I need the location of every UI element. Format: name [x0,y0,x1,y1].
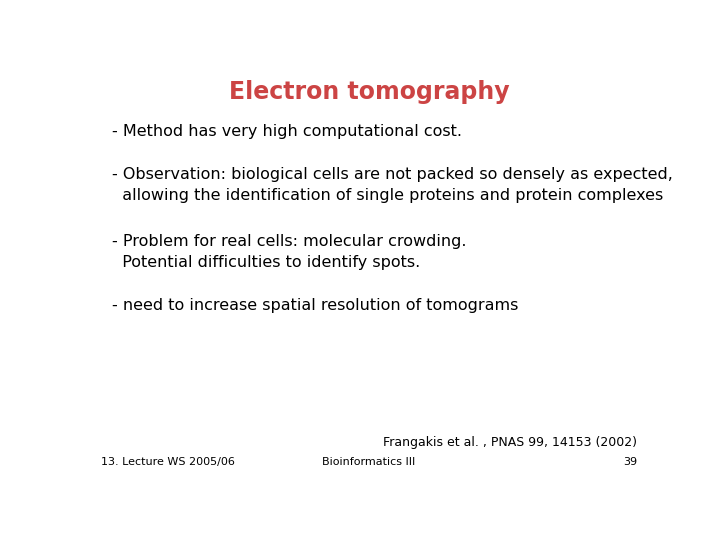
Text: - Method has very high computational cost.: - Method has very high computational cos… [112,124,462,139]
Text: Electron tomography: Electron tomography [229,80,509,104]
Text: - Problem for real cells: molecular crowding.: - Problem for real cells: molecular crow… [112,234,467,249]
Text: 13. Lecture WS 2005/06: 13. Lecture WS 2005/06 [101,457,235,467]
Text: Potential difficulties to identify spots.: Potential difficulties to identify spots… [112,255,420,270]
Text: Bioinformatics III: Bioinformatics III [323,457,415,467]
Text: - need to increase spatial resolution of tomograms: - need to increase spatial resolution of… [112,299,518,313]
Text: 39: 39 [623,457,637,467]
Text: Frangakis et al. , PNAS 99, 14153 (2002): Frangakis et al. , PNAS 99, 14153 (2002) [383,436,637,449]
Text: - Observation: biological cells are not packed so densely as expected,: - Observation: biological cells are not … [112,167,673,183]
Text: allowing the identification of single proteins and protein complexes: allowing the identification of single pr… [112,188,664,203]
